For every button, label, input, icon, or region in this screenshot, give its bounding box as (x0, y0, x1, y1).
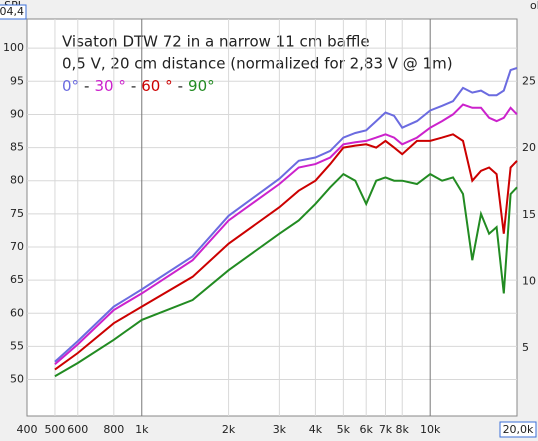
y-tick-label: 65 (10, 273, 24, 286)
x-tick-label: 500 (44, 423, 65, 436)
y2-tick-label: 10 (522, 274, 536, 287)
x-tick-label: 800 (103, 423, 124, 436)
x-tick-label: 1k (135, 423, 149, 436)
legend-separator: - (84, 77, 89, 95)
legend-entry: 90° (188, 77, 215, 95)
series-line (54, 67, 518, 363)
x-tick-label: 400 (17, 423, 38, 436)
x-tick-label: 10k (420, 423, 441, 436)
y2-tick-label: 25 (522, 75, 536, 88)
x-tick-label: 600 (67, 423, 88, 436)
y-tick-label: 75 (10, 207, 24, 220)
x-tick-label: 2k (222, 423, 236, 436)
y2-axis-label: ohm (530, 0, 538, 12)
series-line (54, 133, 518, 371)
legend-separator: - (178, 77, 183, 95)
title-line: 0,5 V, 20 cm distance (normalized for 2,… (62, 55, 453, 73)
y-tick-label: 95 (10, 74, 24, 87)
y-tick-label: 90 (10, 107, 24, 120)
y2-tick-label: 20 (522, 141, 536, 154)
x-tick-label: 4k (309, 423, 323, 436)
x-tick-label: 7k (379, 423, 393, 436)
tick-box (0, 4, 27, 20)
y-tick-label: 50 (10, 373, 24, 386)
y-tick-label: 60 (10, 306, 24, 319)
tick-box (499, 421, 537, 438)
x-tick-label: 8k (396, 423, 410, 436)
legend-entry: 30 ° (94, 77, 125, 95)
legend: 0° -30 ° -60 ° -90° (62, 77, 215, 95)
x-tick-label: 5k (337, 423, 351, 436)
plot-area (26, 18, 518, 417)
x-tick-label: 6k (360, 423, 374, 436)
y-tick-label: 80 (10, 174, 24, 187)
y-tick-label: 55 (10, 339, 24, 352)
series-line (54, 172, 518, 378)
x-tick-label: 20,0k (503, 423, 534, 436)
y-tick-label: 85 (10, 141, 24, 154)
y-tick-label: 100 (3, 41, 24, 54)
legend-separator: - (131, 77, 136, 95)
series-line (54, 103, 518, 366)
legend-entry: 60 ° (141, 77, 172, 95)
y2-tick-label: 5 (522, 341, 529, 354)
x-tick-label: 3k (273, 423, 287, 436)
y-tick-label: 70 (10, 240, 24, 253)
legend-entry: 0° (62, 77, 79, 95)
y-tick-label: 104,4 (0, 5, 24, 18)
y2-tick-label: 15 (522, 208, 536, 221)
title-line: Visaton DTW 72 in a narrow 11 cm baffle (62, 33, 370, 51)
